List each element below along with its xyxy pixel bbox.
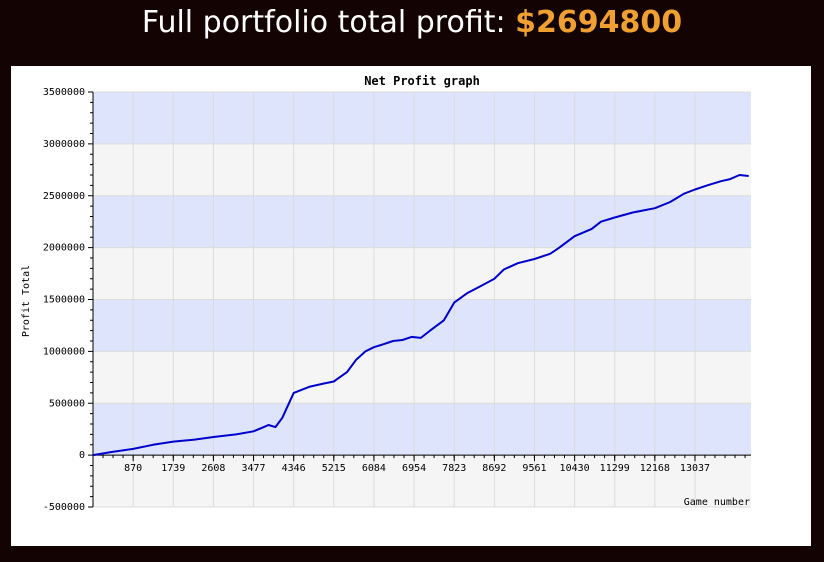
chart-title: Net Profit graph	[364, 74, 480, 88]
y-tick-label: 1500000	[43, 295, 85, 306]
x-tick-label: 12168	[640, 463, 670, 474]
net-profit-chart: -500000 0 500000 1000000 1500000 2000000 25000…	[21, 74, 751, 513]
profit-series-line	[92, 174, 749, 457]
x-tick-label: 8692	[482, 463, 506, 474]
y-tick-label: 1000000	[43, 346, 85, 357]
x-tick-label: 11299	[600, 463, 630, 474]
y-tick-label: 500000	[49, 398, 85, 409]
x-tick-label: 2608	[201, 463, 225, 474]
portfolio-header: Full portfolio total profit: $2694800	[0, 0, 824, 48]
x-tick-label: 4346	[282, 463, 306, 474]
chart-panel: -500000 0 500000 1000000 1500000 2000000 25000…	[11, 66, 811, 546]
y-tick-label: 0	[79, 450, 85, 461]
header-label: Full portfolio total profit:	[141, 5, 506, 40]
grid-band	[93, 92, 751, 144]
x-tick-label: 6084	[362, 463, 386, 474]
x-tick-label: 9561	[522, 463, 546, 474]
grid-band	[93, 403, 751, 456]
y-tick-label: -500000	[43, 502, 85, 513]
x-tick-label: 5215	[322, 463, 346, 474]
y-axis-label: Profit Total	[21, 265, 32, 337]
y-tick-label: 3500000	[43, 87, 85, 98]
x-tick-label: 3477	[242, 463, 266, 474]
y-tick-label: 2500000	[43, 191, 85, 202]
x-tick-label: 10430	[560, 463, 590, 474]
y-tick-label: 2000000	[43, 243, 85, 254]
grid-band	[93, 247, 751, 300]
x-tick-label: 13037	[680, 463, 710, 474]
y-tick-label: 3000000	[43, 139, 85, 150]
grid-band	[93, 195, 751, 248]
x-tick-label: 7823	[442, 463, 466, 474]
total-profit-value: $2694800	[515, 5, 683, 40]
x-axis-label: Game number	[684, 497, 750, 508]
grid-band	[93, 455, 751, 507]
x-tick-label: 870	[124, 463, 142, 474]
grid-band	[93, 143, 751, 196]
x-tick-label: 6954	[402, 463, 426, 474]
x-tick-label: 1739	[161, 463, 185, 474]
grid-band	[93, 351, 751, 404]
grid-band	[93, 299, 751, 352]
